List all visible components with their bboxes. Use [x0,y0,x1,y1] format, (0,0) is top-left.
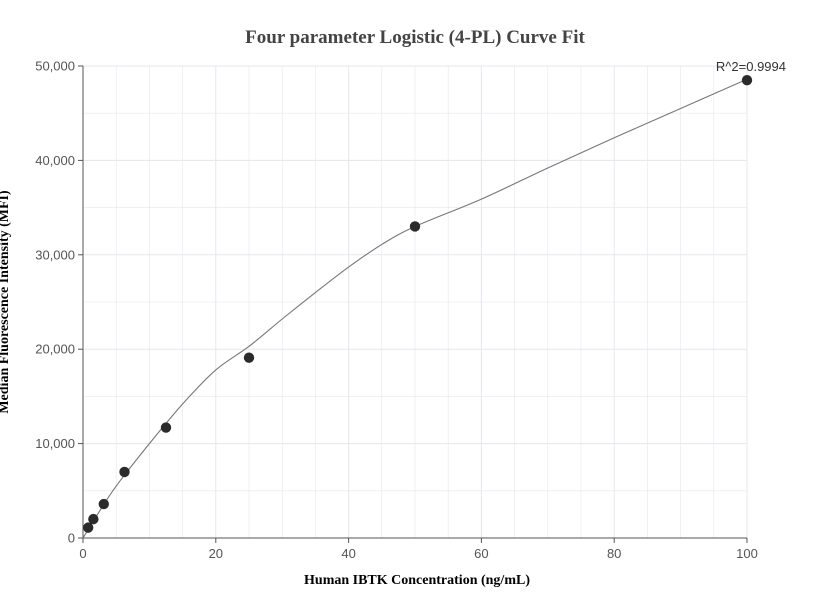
data-points [82,74,753,533]
fit-curve [82,78,748,539]
y-tick-label: 20,000 [35,342,75,357]
grid [83,65,748,538]
y-axis-label: Median Fluorescence Intensity (MFI) [0,190,12,414]
x-tick-label: 60 [474,546,488,561]
tick-labels: 0 20 40 60 80 100 0 10,000 20,000 30,000 40,000 50,… [35,59,758,562]
y-tick-label: 30,000 [35,247,75,262]
data-point [160,422,172,433]
x-tick-label: 100 [736,546,758,561]
x-axis-label: Human IBTK Concentration (ng/mL) [304,573,530,588]
axes [78,65,748,543]
data-point [409,221,421,232]
x-tick-label: 0 [79,546,86,561]
chart-title: Four parameter Logistic (4-PL) Curve Fit [245,27,585,48]
data-point [82,522,94,533]
data-point [243,352,255,363]
data-point [119,466,130,478]
data-point [98,498,109,510]
r-squared-annotation: R^2=0.9994 [716,59,786,74]
data-point [88,513,99,525]
x-tick-label: 20 [209,546,223,561]
y-tick-label: 0 [68,531,75,546]
y-tick-label: 10,000 [35,436,75,451]
x-tick-label: 40 [341,546,355,561]
data-point [741,74,753,86]
y-tick-label: 50,000 [35,59,75,74]
x-tick-label: 80 [607,546,621,561]
y-tick-label: 40,000 [35,153,75,168]
